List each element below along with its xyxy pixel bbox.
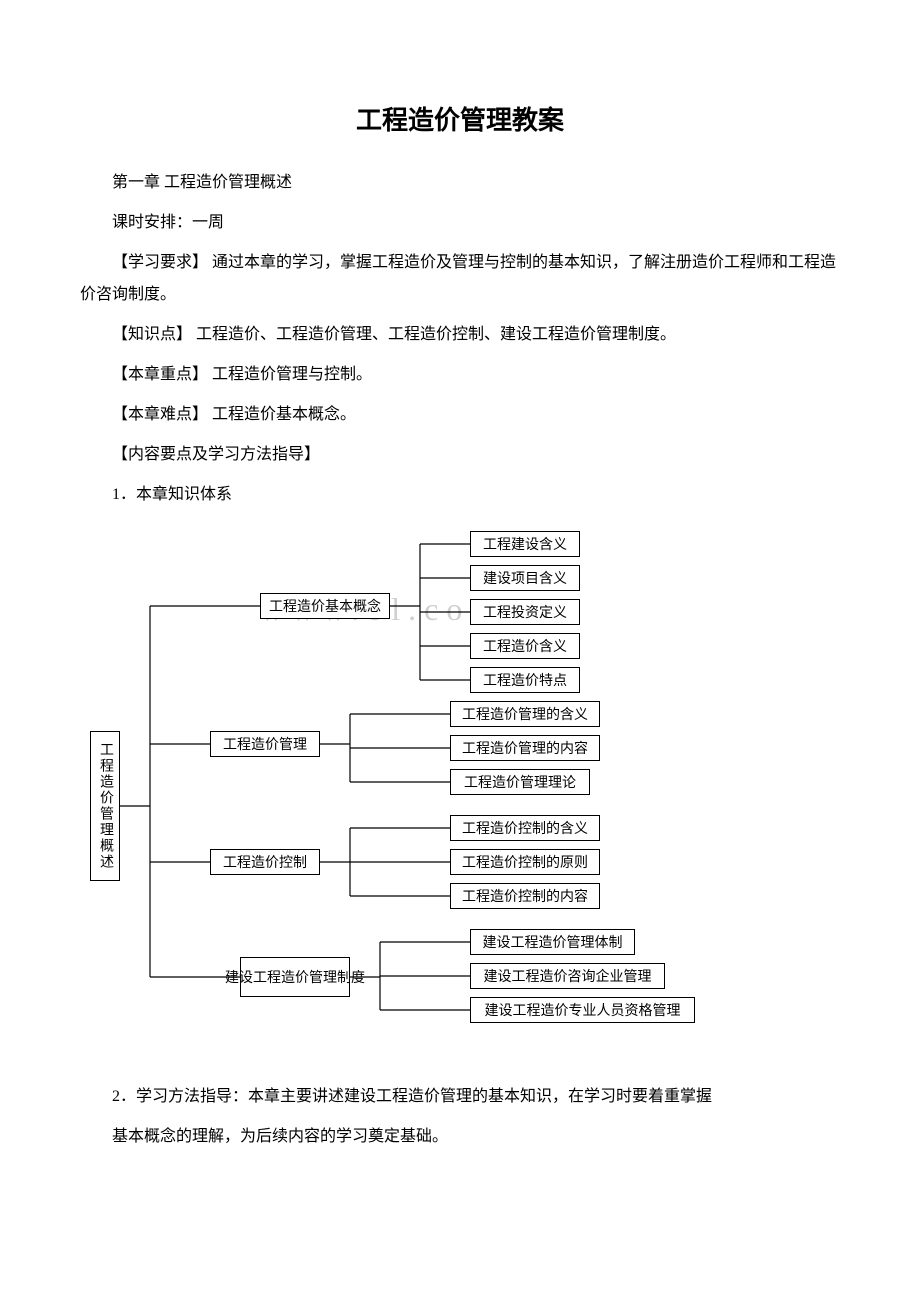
- tree-node: 工程造价管理: [210, 731, 320, 757]
- tree-node: 工程造价控制: [210, 849, 320, 875]
- knowledge-points: 【知识点】 工程造价、工程造价管理、工程造价控制、建设工程造价管理制度。: [80, 319, 840, 351]
- tree-node: 工程造价特点: [470, 667, 580, 693]
- learning-requirements: 【学习要求】 通过本章的学习，掌握工程造价及管理与控制的基本知识，了解注册造价工…: [80, 247, 840, 311]
- tree-node: 工程造价含义: [470, 633, 580, 659]
- knowledge-tree-diagram: www.bl.com 工程造价管理概述工程造价基本概念工程造价管理工程造价控制建…: [80, 531, 840, 1051]
- tree-node: 工程造价管理的含义: [450, 701, 600, 727]
- tree-node: 工程造价管理理论: [450, 769, 590, 795]
- tree-node: 建设工程造价管理体制: [470, 929, 635, 955]
- section-1-heading: 1．本章知识体系: [80, 479, 840, 511]
- content-guide-heading: 【内容要点及学习方法指导】: [80, 439, 840, 471]
- tree-node: 建设工程造价管理制度: [240, 957, 350, 997]
- tree-node: 工程造价控制的内容: [450, 883, 600, 909]
- tree-node: 工程造价控制的含义: [450, 815, 600, 841]
- tree-node: 建设工程造价专业人员资格管理: [470, 997, 695, 1023]
- tree-node: 工程造价管理概述: [90, 731, 120, 881]
- chapter-focus: 【本章重点】 工程造价管理与控制。: [80, 359, 840, 391]
- section-2-text-cont: 基本概念的理解，为后续内容的学习奠定基础。: [80, 1121, 840, 1153]
- tree-node: 工程造价基本概念: [260, 593, 390, 619]
- section-2-text: 2．学习方法指导：本章主要讲述建设工程造价管理的基本知识，在学习时要着重掌握: [80, 1081, 840, 1113]
- chapter-difficulty: 【本章难点】 工程造价基本概念。: [80, 399, 840, 431]
- tree-node: 工程建设含义: [470, 531, 580, 557]
- tree-node: 工程造价管理的内容: [450, 735, 600, 761]
- document-title: 工程造价管理教案: [80, 100, 840, 137]
- tree-node: 工程投资定义: [470, 599, 580, 625]
- tree-node: 工程造价控制的原则: [450, 849, 600, 875]
- tree-node: 建设项目含义: [470, 565, 580, 591]
- chapter-heading: 第一章 工程造价管理概述: [80, 167, 840, 199]
- tree-node: 建设工程造价咨询企业管理: [470, 963, 665, 989]
- schedule-text: 课时安排：一周: [80, 207, 840, 239]
